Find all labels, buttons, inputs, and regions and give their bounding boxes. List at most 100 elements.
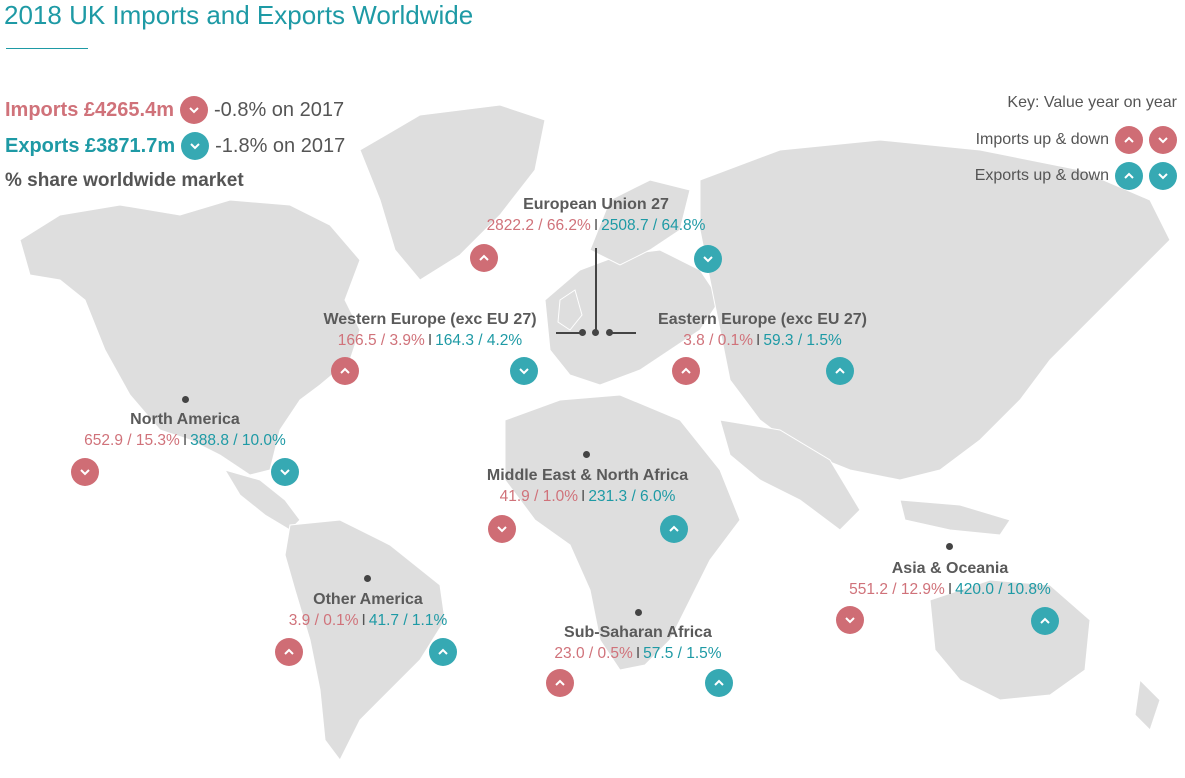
western-europe-connector-line — [556, 332, 582, 334]
chevron-down-icon — [519, 368, 529, 375]
region-imports: 2822.2 / 66.2% — [486, 217, 591, 234]
region-western-europe: Western Europe (exc EU 27) 166.5 / 3.9% I… — [305, 311, 555, 350]
key-exports-row: Exports up & down — [975, 162, 1177, 190]
chevron-up-icon — [714, 679, 724, 686]
chevron-up-icon — [1115, 162, 1143, 190]
sub-saharan-dot — [635, 609, 642, 616]
chevron-up-icon — [284, 648, 294, 655]
imports-trend-western-europe — [331, 357, 359, 385]
exports-trend-eu27 — [694, 245, 722, 273]
chevron-up-icon — [555, 679, 565, 686]
region-name: Middle East & North Africa — [486, 467, 689, 484]
scandinavia-landmass — [589, 179, 691, 266]
key-imports-label: Imports up & down — [975, 131, 1109, 148]
chevron-up-icon — [340, 367, 350, 374]
region-middle-east: Middle East & North Africa 41.9 / 1.0% I 2… — [465, 467, 710, 506]
region-imports: 652.9 / 15.3% — [84, 432, 180, 449]
exports-trend-asia-oceania — [1031, 607, 1059, 635]
eastern-europe-connector-line — [610, 332, 636, 334]
new-zealand-landmass — [1134, 678, 1161, 731]
region-exports: 41.7 / 1.1% — [368, 612, 448, 629]
chevron-down-icon — [703, 256, 713, 263]
exports-total-label: Exports £3871.7m — [5, 134, 176, 157]
western-europe-dot — [579, 329, 586, 336]
region-exports: 231.3 / 6.0% — [588, 488, 676, 505]
region-sub-saharan: Sub-Saharan Africa 23.0 / 0.5% I 57.5 / 1.… — [520, 624, 756, 663]
separator: I — [581, 488, 586, 505]
region-exports: 388.8 / 10.0% — [190, 432, 286, 449]
chevron-down-icon — [280, 469, 290, 476]
region-name: Sub-Saharan Africa — [564, 624, 712, 641]
legend-key: Key: Value year on year Imports up & dow… — [975, 94, 1177, 198]
imports-trend-other-america — [275, 638, 303, 666]
chevron-up-icon — [835, 367, 845, 374]
region-imports: 166.5 / 3.9% — [337, 332, 425, 349]
chevron-down-icon — [845, 617, 855, 624]
chevron-down-icon — [1149, 126, 1177, 154]
region-name: European Union 27 — [523, 196, 669, 213]
imports-trend-middle-east — [488, 515, 516, 543]
separator: I — [427, 332, 433, 349]
region-imports: 3.8 / 0.1% — [683, 332, 754, 349]
exports-change: -1.8% on 2017 — [215, 134, 346, 157]
chevron-up-icon — [669, 525, 679, 532]
south-america-landmass — [284, 519, 446, 761]
imports-summary: Imports £4265.4m -0.8% on 2017 — [5, 96, 344, 124]
region-other-america: Other America 3.9 / 0.1% I 41.7 / 1.1% — [258, 591, 478, 630]
exports-trend-eastern-europe — [826, 357, 854, 385]
separator: I — [947, 581, 953, 598]
region-exports: 420.0 / 10.8% — [955, 581, 1051, 598]
exports-summary: Exports £3871.7m -1.8% on 2017 — [5, 132, 345, 160]
exports-trend-sub-saharan — [705, 669, 733, 697]
imports-trend-sub-saharan — [546, 669, 574, 697]
region-north-america: North America 652.9 / 15.3% I 388.8 / 10.0… — [60, 411, 310, 450]
separator: I — [756, 332, 761, 349]
region-exports: 57.5 / 1.5% — [643, 645, 722, 662]
key-exports-label: Exports up & down — [974, 167, 1109, 184]
page-title: 2018 UK Imports and Exports Worldwide — [4, 0, 474, 30]
chevron-up-icon — [1040, 617, 1050, 624]
region-name: Asia & Oceania — [891, 560, 1009, 577]
exports-trend-western-europe — [510, 357, 538, 385]
chevron-up-icon — [681, 367, 691, 374]
north-america-landmass — [19, 199, 361, 476]
imports-trend-north-america — [71, 458, 99, 486]
chevron-up-icon — [479, 254, 489, 261]
chevron-down-icon — [497, 526, 507, 533]
greenland-landmass — [359, 104, 546, 281]
eastern-europe-dot — [606, 329, 613, 336]
chevron-down-icon — [80, 469, 90, 476]
north-america-dot — [182, 396, 189, 403]
sea-islands-landmass — [899, 499, 1011, 536]
eu27-dot — [592, 329, 599, 336]
title-underline — [6, 48, 88, 49]
region-name: Western Europe (exc EU 27) — [323, 311, 537, 328]
separator: I — [182, 432, 188, 449]
imports-total-label: Imports £4265.4m — [5, 98, 174, 121]
other-america-dot — [364, 575, 371, 582]
asia-oceania-dot — [946, 543, 953, 550]
middle-east-dot — [583, 451, 590, 458]
share-label: % share worldwide market — [5, 170, 244, 191]
region-eastern-europe: Eastern Europe (exc EU 27) 3.8 / 0.1% I 59… — [640, 311, 885, 350]
chevron-down-icon — [1149, 162, 1177, 190]
imports-change: -0.8% on 2017 — [213, 98, 345, 121]
eu27-connector-line — [595, 248, 597, 332]
chevron-up-icon — [438, 648, 448, 655]
imports-trend-asia-oceania — [836, 606, 864, 634]
exports-trend-other-america — [429, 638, 457, 666]
chevron-down-icon — [179, 96, 208, 124]
region-exports: 164.3 / 4.2% — [435, 332, 523, 349]
uk-landmass — [557, 289, 583, 331]
region-eu27: European Union 27 2822.2 / 66.2% I 2508.7 … — [466, 196, 726, 235]
region-asia-oceania: Asia & Oceania 551.2 / 12.9% I 420.0 / 10.… — [820, 560, 1080, 599]
separator: I — [635, 645, 641, 662]
exports-trend-north-america — [271, 458, 299, 486]
separator: I — [593, 217, 599, 234]
region-imports: 551.2 / 12.9% — [849, 581, 945, 598]
south-asia-landmass — [719, 419, 861, 531]
chevron-up-icon — [1115, 126, 1143, 154]
region-exports: 59.3 / 1.5% — [763, 332, 842, 349]
imports-trend-eastern-europe — [672, 357, 700, 385]
